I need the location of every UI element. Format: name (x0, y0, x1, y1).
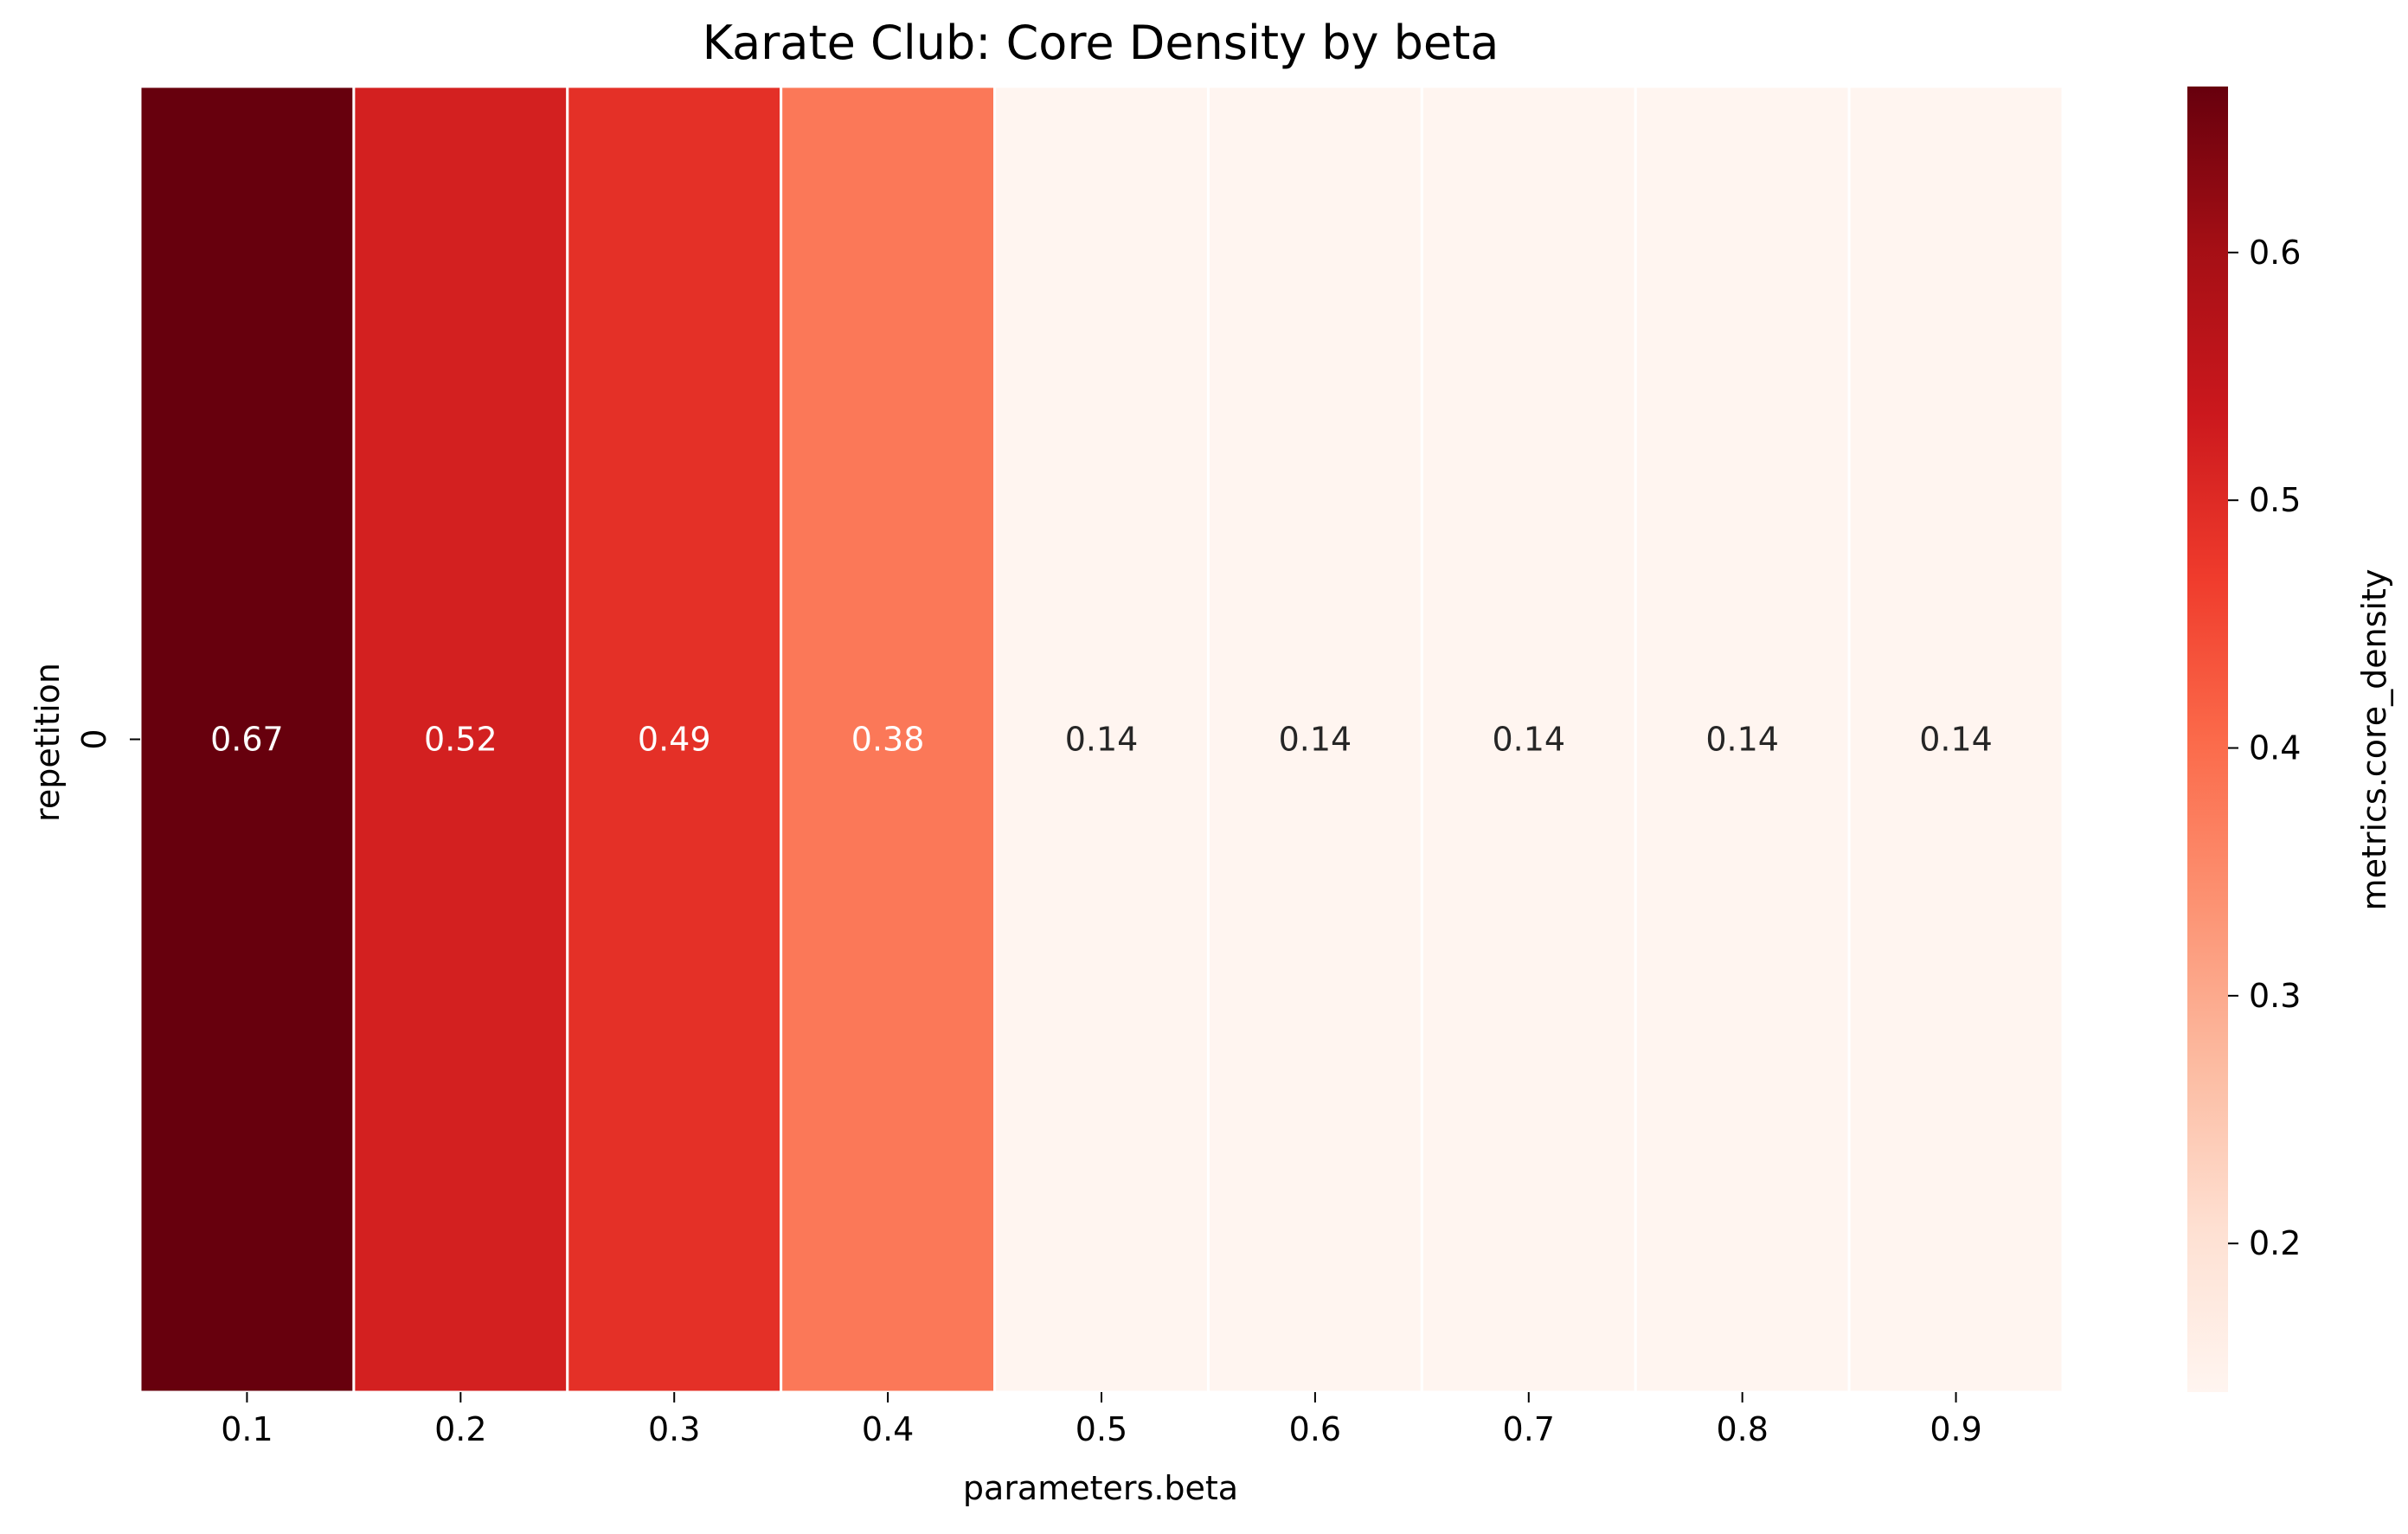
colorbar-label: metrics.core_density (2355, 569, 2393, 911)
y-tick-label: 0 (75, 728, 113, 749)
heatmap-cell-label: 0.14 (1279, 721, 1352, 759)
x-tick-label: 0.2 (434, 1410, 486, 1448)
y-axis: 0 (75, 728, 140, 750)
x-axis-label: parameters.beta (963, 1469, 1238, 1507)
heatmap-cell-label: 0.14 (1919, 721, 1993, 759)
heatmap-cell (1634, 85, 1851, 1394)
colorbar-gradient (2187, 87, 2228, 1392)
heatmap-cell (1206, 85, 1423, 1394)
heatmap-cell-labels: 0.67 0.52 0.49 0.38 0.14 0.14 0.14 0.14 0.14 (210, 721, 1993, 759)
x-tick-label: 0.8 (1716, 1410, 1768, 1448)
heatmap-cell (352, 85, 569, 1394)
heatmap-cell-label: 0.52 (424, 721, 498, 759)
heatmap-cell (566, 85, 783, 1394)
heatmap-cell-label: 0.14 (1065, 721, 1139, 759)
heatmap-cell-label: 0.49 (638, 721, 711, 759)
x-tick-label: 0.5 (1076, 1410, 1127, 1448)
chart-title: Karate Club: Core Density by beta (703, 16, 1499, 70)
colorbar-ticks: 0.2 0.3 0.4 0.5 0.6 (2228, 234, 2301, 1262)
colorbar-tick-label: 0.5 (2249, 481, 2301, 519)
colorbar-tick-label: 0.3 (2249, 977, 2301, 1015)
colorbar (2187, 87, 2228, 1392)
colorbar-tick-label: 0.6 (2249, 234, 2301, 272)
heatmap-cell-label: 0.67 (210, 721, 284, 759)
x-axis: 0.1 0.2 0.3 0.4 0.5 0.6 0.7 0.8 0.9 (221, 1392, 1982, 1448)
x-tick-label: 0.6 (1289, 1410, 1341, 1448)
x-tick-label: 0.4 (862, 1410, 914, 1448)
y-axis-label: repetition (29, 663, 67, 822)
colorbar-tick-label: 0.4 (2249, 729, 2301, 767)
heatmap-cell-label: 0.14 (1492, 721, 1565, 759)
heatmap-cell-label: 0.14 (1705, 721, 1779, 759)
colorbar-tick-label: 0.2 (2249, 1224, 2301, 1262)
x-tick-label: 0.7 (1503, 1410, 1555, 1448)
heatmap-cells (138, 85, 2064, 1394)
x-tick-label: 0.9 (1930, 1410, 1981, 1448)
x-tick-label: 0.1 (221, 1410, 273, 1448)
x-tick-label: 0.3 (648, 1410, 700, 1448)
heatmap-cell (138, 85, 356, 1394)
heatmap-cell-label: 0.38 (851, 721, 925, 759)
heatmap-cell (993, 85, 1210, 1394)
heatmap-cell (780, 85, 997, 1394)
